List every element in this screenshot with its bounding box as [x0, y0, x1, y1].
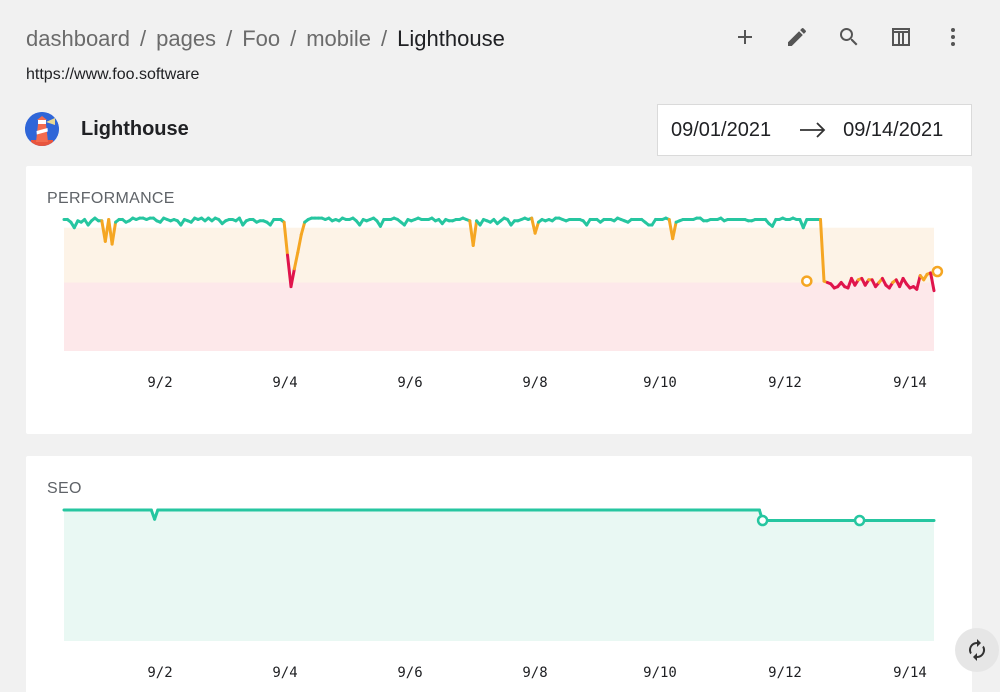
search-button[interactable]: [832, 22, 866, 52]
series-segment: [929, 271, 936, 293]
series-segment: [110, 220, 118, 246]
edit-icon: [788, 27, 807, 46]
data-point-marker: [756, 514, 769, 527]
series-segment: [819, 218, 826, 283]
x-tick-label: 9/10: [643, 665, 677, 681]
series-segment: [471, 219, 479, 247]
performance-chart[interactable]: 9/2 9/4 9/6 9/8 9/10 9/12 9/14: [26, 166, 972, 434]
seo-card: SEO 9/2 9/4 9/6 9/8 9/10 9/12 9/14: [26, 456, 972, 692]
add-icon: [738, 30, 752, 44]
data-point-marker: [801, 275, 813, 287]
series-segment: [153, 508, 160, 521]
seo-title: SEO: [47, 480, 82, 497]
x-tick-label: 9/6: [397, 665, 422, 681]
breadcrumb-dashboard[interactable]: dashboard: [26, 26, 130, 51]
series-segment: [286, 253, 293, 289]
x-tick-label: 9/6: [397, 375, 422, 391]
data-point-marker: [931, 265, 944, 278]
breadcrumb: dashboard / pages / Foo / mobile / Light…: [26, 26, 505, 52]
more-vert-icon: [951, 28, 955, 46]
breadcrumb-pages[interactable]: pages: [156, 26, 217, 51]
app-name: Lighthouse: [81, 117, 189, 140]
band-average: [64, 227, 934, 283]
performance-title: PERFORMANCE: [47, 190, 175, 207]
lighthouse-logo-icon: [25, 112, 59, 146]
page-url[interactable]: https://www.foo.software: [26, 66, 200, 83]
arrow-right-icon: [800, 122, 826, 138]
breadcrumb-mobile[interactable]: mobile: [306, 26, 372, 51]
x-tick-label: 9/8: [522, 375, 547, 391]
more-button[interactable]: [936, 22, 970, 52]
x-tick-label: 9/2: [147, 665, 172, 681]
refresh-button[interactable]: [955, 628, 999, 672]
x-tick-label: 9/8: [522, 665, 547, 681]
performance-card: PERFORMANCE 9/2 9/4 9/6 9/8 9/10 9/12 9/14: [26, 166, 972, 434]
breadcrumb-separator: /: [290, 26, 297, 51]
date-start[interactable]: 09/01/2021: [671, 118, 772, 141]
add-button[interactable]: [728, 22, 762, 52]
table-view-button[interactable]: [884, 22, 918, 52]
x-tick-label: 9/4: [272, 375, 297, 391]
search-icon: [840, 28, 858, 46]
x-tick-label: 9/4: [272, 665, 297, 681]
series-segment: [292, 250, 300, 271]
x-tick-label: 9/14: [893, 375, 927, 391]
band-poor: [64, 282, 934, 351]
breadcrumb-foo[interactable]: Foo: [242, 26, 281, 51]
edit-button[interactable]: [780, 22, 814, 52]
series-segment: [671, 220, 678, 241]
date-end[interactable]: 09/14/2021: [843, 118, 944, 141]
series-segment: [289, 267, 296, 289]
x-tick-label: 9/12: [768, 375, 802, 391]
series-segment: [282, 220, 289, 257]
table-icon: [892, 28, 910, 46]
series-segment: [296, 233, 303, 254]
x-tick-label: 9/12: [768, 665, 802, 681]
x-tick-label: 9/2: [147, 375, 172, 391]
breadcrumb-separator: /: [139, 26, 147, 51]
x-tick-label: 9/10: [643, 375, 677, 391]
breadcrumb-separator: /: [381, 26, 388, 51]
series-segment: [915, 274, 922, 291]
seo-chart[interactable]: 9/2 9/4 9/6 9/8 9/10 9/12 9/14: [26, 456, 972, 692]
toolbar: [728, 22, 970, 52]
area-fill: [64, 510, 934, 641]
series-segment: [299, 220, 307, 236]
breadcrumb-separator: /: [226, 26, 233, 51]
app-header: Lighthouse: [25, 112, 189, 146]
breadcrumb-current: Lighthouse: [397, 26, 505, 51]
refresh-icon: [969, 639, 985, 661]
date-range-picker[interactable]: 09/01/2021 09/14/2021: [657, 104, 972, 156]
x-tick-label: 9/14: [893, 665, 927, 681]
series-segment: [533, 220, 540, 235]
data-point-marker: [853, 514, 866, 527]
